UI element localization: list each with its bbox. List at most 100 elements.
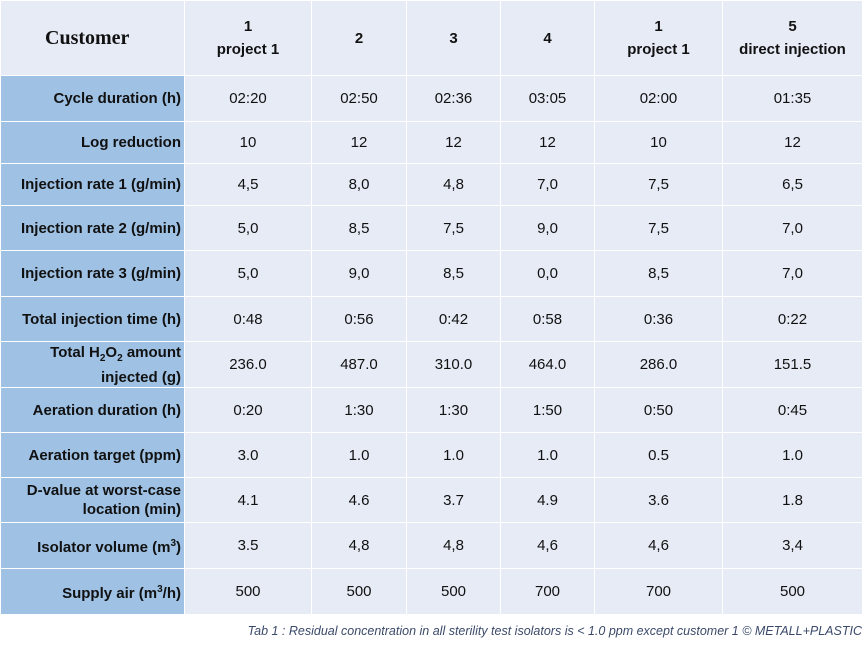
row-label: Aeration target (ppm) — [0, 432, 185, 478]
table-cell: 464.0 — [500, 341, 595, 388]
table-cell: 02:36 — [406, 75, 501, 122]
table-cell: 1:50 — [500, 387, 595, 433]
table-cell: 500 — [722, 568, 863, 615]
table-cell: 500 — [184, 568, 312, 615]
header-row: Customer 1 project 1 2 3 4 1 project 1 5 di… — [0, 0, 863, 76]
table-cell: 0:20 — [184, 387, 312, 433]
table-cell: 02:00 — [594, 75, 723, 122]
table-cell: 12 — [500, 121, 595, 164]
row-label-line: Total H2O2 amount — [1, 343, 181, 368]
column-header-line2: 4 — [543, 29, 552, 47]
row-label-line: injected (g) — [100, 368, 181, 386]
table-cell: 151.5 — [722, 341, 863, 388]
table-cell: 8,0 — [311, 163, 407, 206]
superscript: 3 — [170, 538, 176, 549]
table-cell: 4,8 — [406, 163, 501, 206]
row-label-line: location (min) — [82, 501, 181, 518]
column-header-line2: 2 — [354, 29, 364, 47]
table-cell: 0:56 — [311, 296, 407, 342]
table-cell: 03:05 — [500, 75, 595, 122]
table-cell: 0:36 — [594, 296, 723, 342]
table-cell: 0:22 — [722, 296, 863, 342]
table-row: Injection rate 2 (g/min) 5,0 8,5 7,5 9,0 7,5 7… — [0, 205, 863, 251]
table-cell: 487.0 — [311, 341, 407, 388]
table-cell: 9,0 — [311, 250, 407, 297]
column-header: 1 project 1 — [594, 0, 723, 76]
table-cell: 1.0 — [500, 432, 595, 478]
row-label: Cycle duration (h) — [0, 75, 185, 122]
table-row: Injection rate 1 (g/min) 4,5 8,0 4,8 7,0 7,5 6… — [0, 163, 863, 206]
row-label: Injection rate 2 (g/min) — [0, 205, 185, 251]
table-cell: 0:48 — [184, 296, 312, 342]
table-cell: 02:50 — [311, 75, 407, 122]
row-label: Total injection time (h) — [0, 296, 185, 342]
table-cell: 500 — [311, 568, 407, 615]
table-cell: 5,0 — [184, 205, 312, 251]
table-cell: 1.0 — [722, 432, 863, 478]
sterility-test-table: Customer 1 project 1 2 3 4 1 project 1 5 di… — [0, 0, 863, 615]
table-cell: 0.5 — [594, 432, 723, 478]
table-cell: 3,4 — [722, 522, 863, 569]
table-cell: 12 — [722, 121, 863, 164]
subscript: 2 — [99, 352, 106, 364]
table-cell: 3.7 — [406, 477, 501, 523]
table-cell: 4.9 — [500, 477, 595, 523]
table-cell: 7,0 — [722, 205, 863, 251]
table-row: Injection rate 3 (g/min) 5,0 9,0 8,5 0,0 8,5 7… — [0, 250, 863, 297]
table-cell: 1:30 — [406, 387, 501, 433]
table-row: D-value at worst-case location (min) 4.1 4.… — [0, 477, 863, 523]
table-cell: 4,8 — [311, 522, 407, 569]
table-cell: 1.0 — [406, 432, 501, 478]
table-cell: 8,5 — [594, 250, 723, 297]
table-cell: 3.5 — [184, 522, 312, 569]
table-cell: 8,5 — [311, 205, 407, 251]
column-header: 1 project 1 — [184, 0, 312, 76]
row-label: Aeration duration (h) — [0, 387, 185, 433]
row-label: Injection rate 1 (g/min) — [0, 163, 185, 206]
table-cell: 10 — [594, 121, 723, 164]
table-cell: 7,0 — [500, 163, 595, 206]
column-header-line1: 5 — [788, 18, 797, 35]
label-part: Supply air (m — [62, 585, 158, 602]
table-cell: 700 — [594, 568, 723, 615]
column-header: 2 — [311, 0, 407, 76]
row-label-line: D-value at worst-case — [26, 482, 181, 499]
row-label: Supply air (m3/h) — [0, 568, 185, 615]
column-header-line1: 1 — [654, 18, 663, 35]
table-cell: 0:58 — [500, 296, 595, 342]
table-cell: 7,5 — [594, 205, 723, 251]
table-row: Total H2O2 amount injected (g) 236.0 487.0 3… — [0, 341, 863, 388]
table-cell: 01:35 — [722, 75, 863, 122]
table-cell: 10 — [184, 121, 312, 164]
table-cell: 236.0 — [184, 341, 312, 388]
table-cell: 4,6 — [594, 522, 723, 569]
table-cell: 0,0 — [500, 250, 595, 297]
label-part: amount — [122, 343, 181, 361]
table-cell: 4.6 — [311, 477, 407, 523]
label-part: Isolator volume (m — [37, 539, 171, 556]
table-cell: 1.0 — [311, 432, 407, 478]
table-cell: 9,0 — [500, 205, 595, 251]
row-label: D-value at worst-case location (min) — [0, 477, 185, 523]
column-header-line2: direct injection — [739, 41, 846, 58]
table-row: Supply air (m3/h) 500 500 500 700 700 500 — [0, 568, 863, 615]
customer-header: Customer — [0, 0, 185, 76]
table-cell: 500 — [406, 568, 501, 615]
row-label: Log reduction — [0, 121, 185, 164]
table-cell: 4,5 — [184, 163, 312, 206]
table-cell: 310.0 — [406, 341, 501, 388]
column-header-line2: project 1 — [627, 41, 690, 58]
table-row: Aeration target (ppm) 3.0 1.0 1.0 1.0 0.5 1.0 — [0, 432, 863, 478]
table-row: Cycle duration (h) 02:20 02:50 02:36 03:05 02… — [0, 75, 863, 122]
table-cell: 7,5 — [406, 205, 501, 251]
label-part: O — [105, 343, 118, 361]
column-header: 4 — [500, 0, 595, 76]
table-cell: 5,0 — [184, 250, 312, 297]
column-header-line1: 1 — [243, 18, 253, 35]
superscript: 3 — [157, 584, 163, 595]
row-label: Isolator volume (m3) — [0, 522, 185, 569]
label-part: /h) — [162, 585, 181, 602]
table-cell: 700 — [500, 568, 595, 615]
row-label: Injection rate 3 (g/min) — [0, 250, 185, 297]
table-cell: 4.1 — [184, 477, 312, 523]
